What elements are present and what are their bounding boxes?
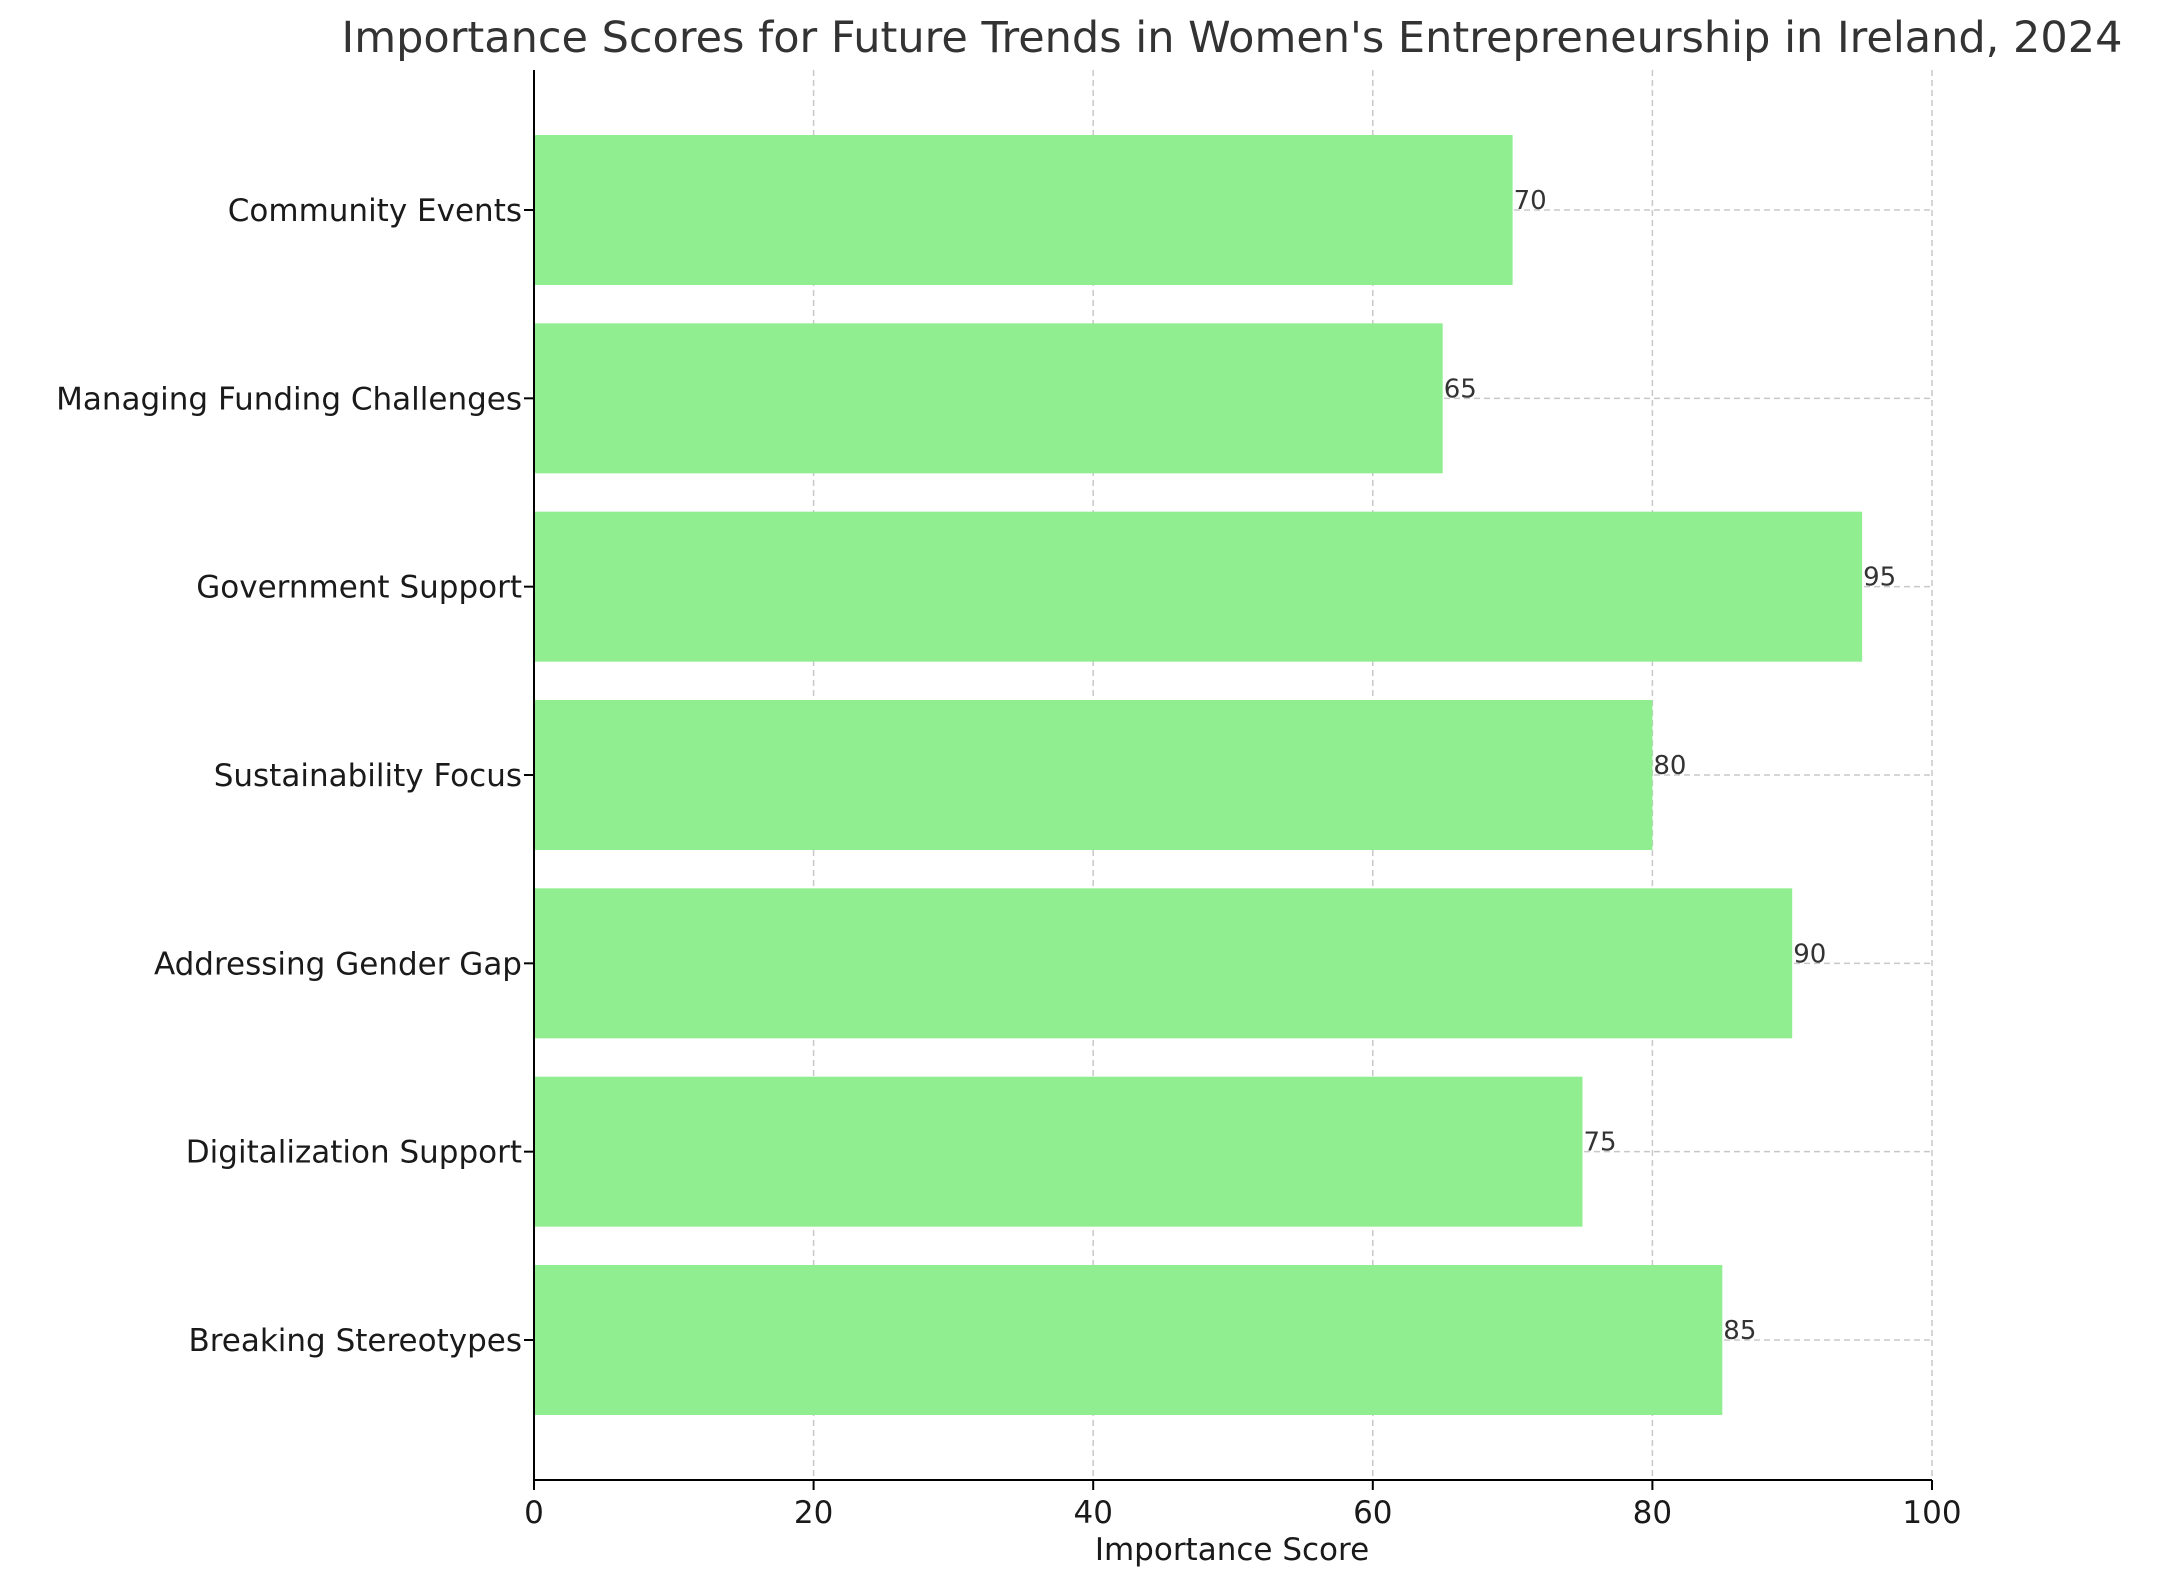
bars [534,135,1863,1415]
category-label: Addressing Gender Gap [154,946,522,982]
bar [534,888,1793,1039]
value-label: 70 [1514,186,1547,216]
labels: 0 20 40 60 80 100 Breaking Stereotypes Digitali… [56,186,1961,1531]
x-tick-label: 20 [794,1495,833,1531]
x-tick-label: 40 [1073,1495,1112,1531]
bar [534,135,1513,285]
category-label: Breaking Stereotypes [188,1323,522,1359]
bar [534,511,1863,662]
category-label: Digitalization Support [186,1135,522,1171]
bar [534,1265,1723,1415]
category-label: Community Events [228,193,522,229]
value-label: 65 [1444,374,1477,404]
value-label: 85 [1723,1316,1756,1346]
chart-title: Importance Scores for Future Trends in W… [342,13,2123,63]
bar [534,700,1653,850]
x-tick-label: 60 [1353,1495,1392,1531]
axes [524,70,1933,1490]
value-label: 75 [1584,1128,1617,1158]
category-label: Managing Funding Challenges [56,381,522,417]
bar [534,323,1443,474]
x-tick-label: 0 [524,1495,544,1531]
value-label: 95 [1863,563,1896,593]
value-label: 90 [1793,939,1826,969]
x-tick-label: 80 [1633,1495,1672,1531]
value-label: 80 [1653,751,1686,781]
x-tick-label: 100 [1902,1495,1961,1531]
category-label: Government Support [196,570,522,606]
category-label: Sustainability Focus [214,758,522,794]
bar [534,1076,1583,1227]
x-axis-label: Importance Score [1095,1532,1369,1568]
